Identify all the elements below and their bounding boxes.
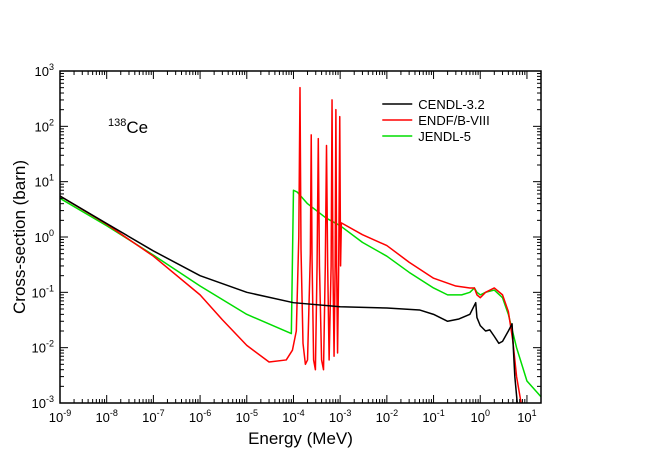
legend-label-jendl-5: JENDL-5 (418, 129, 471, 144)
isotope-element: Ce (126, 118, 148, 137)
y-axis-title: Cross-section (barn) (10, 160, 29, 314)
x-tick-label: 10-1 (422, 408, 444, 425)
isotope-annotation: 138Ce (108, 117, 148, 137)
legend-label-cendl-3-2: CENDL-3.2 (418, 97, 484, 112)
x-axis-title: Energy (MeV) (248, 429, 353, 448)
tick-layer: 10-9 10-8 10-7 10-6 10-5 10-4 10-3 10-2 10-1 100 1… (32, 62, 542, 425)
x-tick-label: 10-5 (236, 408, 258, 425)
series-line-cendl-3-2 (60, 195, 518, 403)
y-tick-label: 103 (35, 62, 54, 79)
x-tick-label: 101 (517, 408, 536, 425)
legend-label-endf-b-viii: ENDF/B-VIII (418, 113, 490, 128)
x-tick-label: 10-9 (49, 408, 71, 425)
y-tick-label: 101 (35, 173, 54, 190)
x-tick-label: 10-8 (95, 408, 117, 425)
x-tick-label: 10-4 (282, 408, 304, 425)
series-line-jendl-5 (60, 189, 541, 398)
y-tick-label: 10-3 (32, 394, 54, 411)
y-tick-label: 102 (35, 117, 54, 134)
y-tick-label: 100 (35, 228, 54, 245)
x-tick-label: 10-7 (142, 408, 164, 425)
x-tick-label: 10-2 (376, 408, 398, 425)
x-tick-label: 10-6 (189, 408, 211, 425)
x-tick-label: 100 (471, 408, 490, 425)
series-layer (60, 86, 541, 403)
isotope-mass-number: 138 (108, 117, 126, 129)
y-tick-label: 10-1 (32, 283, 54, 300)
series-line-endf-b-viii (60, 86, 522, 403)
y-tick-label: 10-2 (32, 339, 54, 356)
x-tick-label: 10-3 (329, 408, 351, 425)
